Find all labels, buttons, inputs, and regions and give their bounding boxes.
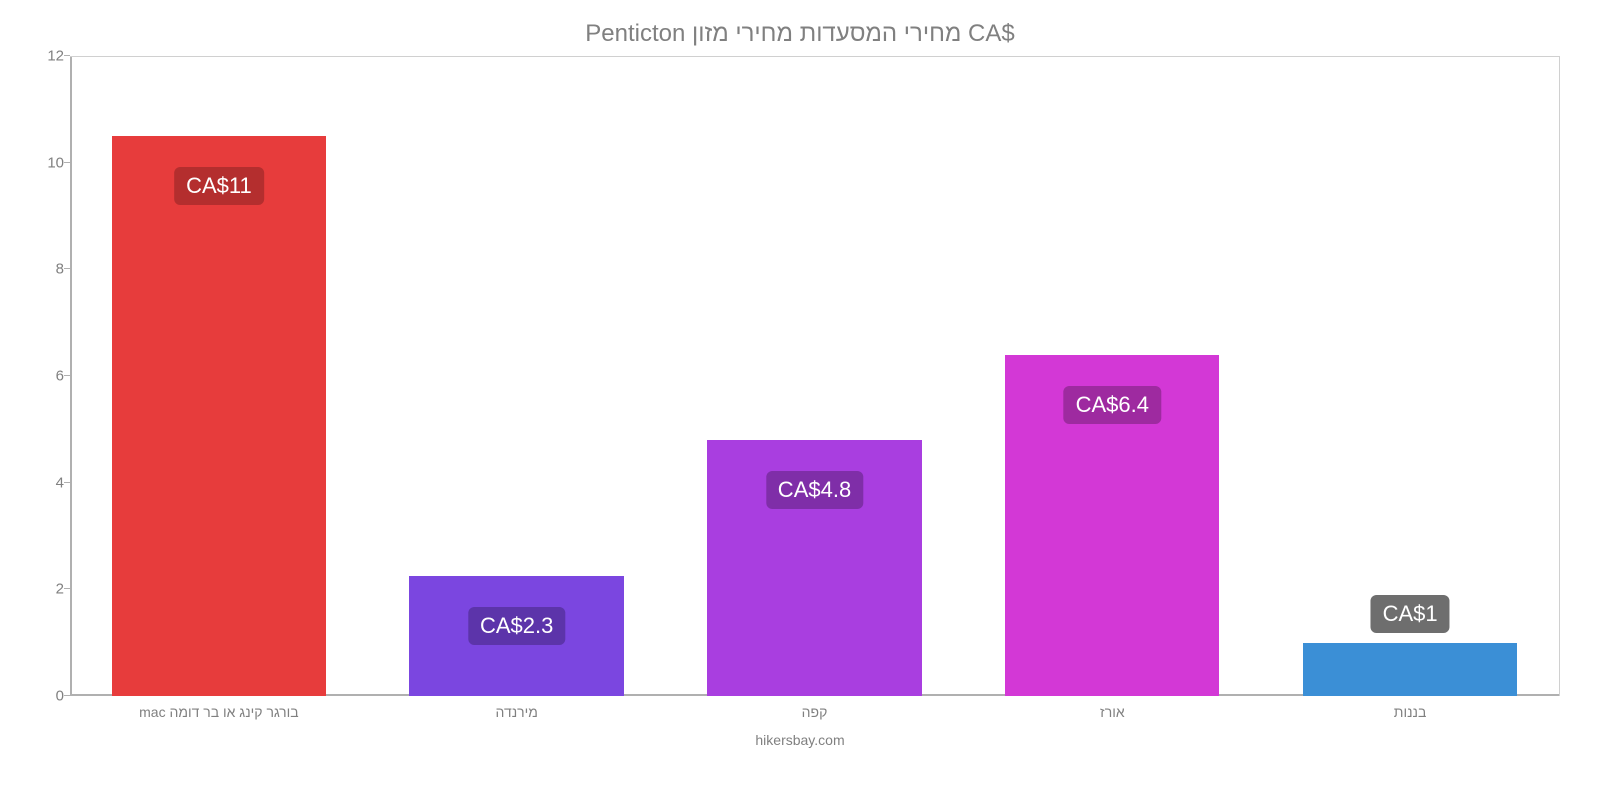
bar-value-label: CA$4.8 (766, 471, 863, 509)
y-tick-label: 4 (30, 474, 64, 491)
y-tick-mark (64, 162, 70, 163)
x-axis-labels: בורגר קינג או בר דומה mac מירנדה קפה אורז בנ… (70, 696, 1560, 726)
y-tick-mark (64, 268, 70, 269)
y-tick-label: 6 (30, 368, 64, 385)
y-tick-label: 8 (30, 261, 64, 278)
bar-value-label: CA$6.4 (1064, 386, 1161, 424)
bar-value-label: CA$1 (1371, 595, 1450, 633)
x-tick-label: בורגר קינג או בר דומה mac (139, 704, 299, 720)
x-tick-label: בננות (1394, 704, 1427, 720)
x-tick-label: קפה (802, 704, 828, 720)
y-tick-label: 2 (30, 581, 64, 598)
bar (112, 136, 326, 696)
bar-value-label: CA$11 (174, 167, 264, 205)
plot-area: 024681012CA$11CA$2.3CA$4.8CA$6.4CA$1 (70, 56, 1560, 696)
chart-title: Penticton מחירי המסעדות מחירי מזון CA$ (20, 20, 1580, 48)
y-tick-label: 0 (30, 688, 64, 705)
y-tick-mark (64, 375, 70, 376)
y-tick-mark (64, 55, 70, 56)
chart-credit: hikersbay.com (20, 732, 1580, 748)
y-tick-mark (64, 482, 70, 483)
x-tick-label: מירנדה (495, 704, 537, 720)
y-axis-line (70, 57, 72, 696)
bar-value-label: CA$2.3 (468, 607, 565, 645)
y-tick-mark (64, 588, 70, 589)
y-tick-label: 10 (30, 154, 64, 171)
y-tick-label: 12 (30, 48, 64, 65)
price-bar-chart: Penticton מחירי המסעדות מחירי מזון CA$ 0… (20, 20, 1580, 780)
x-tick-label: אורז (1100, 704, 1125, 720)
bar (1303, 643, 1517, 696)
